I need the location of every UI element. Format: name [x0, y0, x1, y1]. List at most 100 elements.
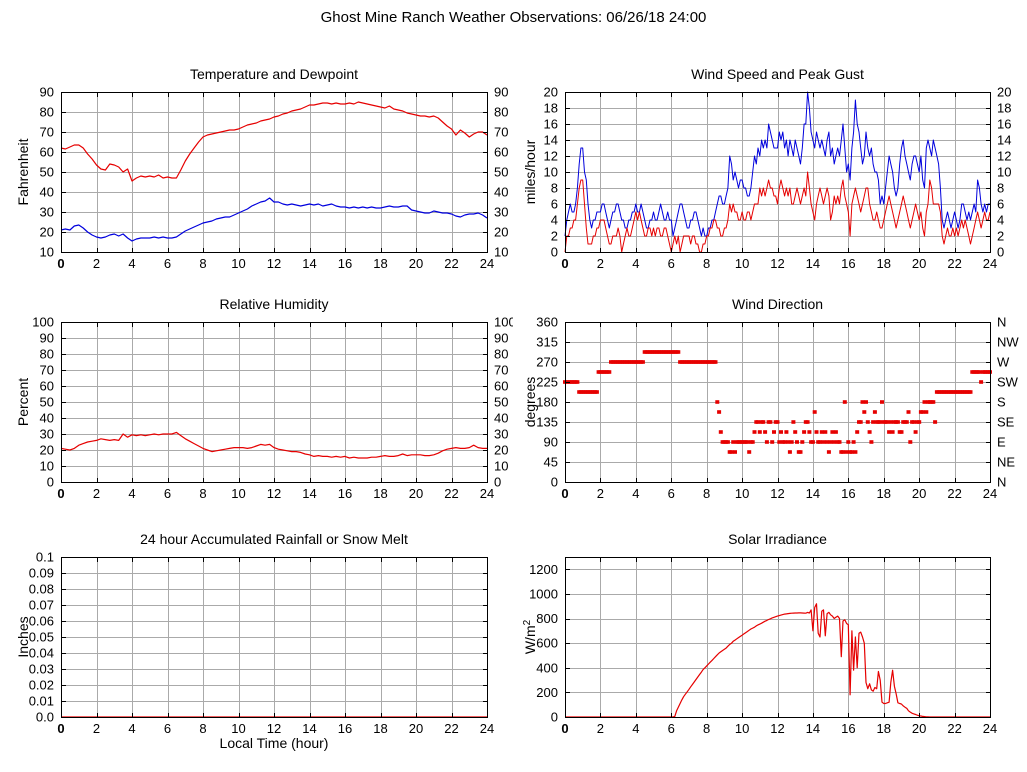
svg-text:14: 14: [302, 486, 316, 501]
svg-text:400: 400: [536, 660, 558, 675]
chart-title: Solar Irradiance: [728, 531, 827, 547]
svg-text:4: 4: [997, 213, 1004, 228]
svg-text:22: 22: [444, 721, 458, 736]
svg-text:100: 100: [494, 315, 513, 330]
relative-humidity-line: [60, 431, 487, 459]
svg-text:SW: SW: [997, 375, 1019, 390]
svg-text:16: 16: [544, 117, 558, 132]
svg-text:6: 6: [668, 256, 675, 271]
svg-text:40: 40: [40, 185, 54, 200]
x-axis-label: Local Time (hour): [220, 735, 329, 751]
svg-text:16: 16: [338, 486, 352, 501]
svg-text:50: 50: [40, 165, 54, 180]
svg-text:24: 24: [480, 486, 494, 501]
svg-text:8: 8: [199, 721, 206, 736]
svg-text:22: 22: [947, 256, 961, 271]
svg-text:800: 800: [536, 611, 558, 626]
svg-text:18: 18: [373, 256, 387, 271]
svg-text:SE: SE: [997, 415, 1015, 430]
svg-text:0.04: 0.04: [29, 646, 54, 661]
grid-lines: [61, 322, 488, 483]
svg-text:8: 8: [997, 181, 1004, 196]
svg-text:20: 20: [409, 486, 423, 501]
svg-text:8: 8: [703, 256, 710, 271]
svg-text:20: 20: [912, 486, 926, 501]
dewpoint-line: [60, 197, 488, 242]
y-axis-label: degrees: [522, 377, 538, 428]
temperature-dewpoint-chart: 10 10 20 20 30 30 40 40 50 50 60 60 70 70 80 80 90 90 0 2 4 6…: [0, 60, 513, 277]
rainfall-canvas: 0.00.010.020.030.040.050.060.070.080.090…: [15, 531, 494, 751]
svg-text:4: 4: [632, 721, 639, 736]
relative-humidity-chart: 0 0 10 10 20 20 30 30 40 40 50 50 60 60 70 70 80 80 90 90 10…: [0, 290, 516, 507]
svg-text:W: W: [997, 355, 1010, 370]
svg-text:16: 16: [841, 486, 855, 501]
svg-text:N: N: [997, 315, 1006, 330]
svg-text:8: 8: [199, 256, 206, 271]
svg-text:24: 24: [480, 256, 494, 271]
svg-text:70: 70: [494, 363, 508, 378]
svg-text:16: 16: [841, 721, 855, 736]
svg-text:14: 14: [806, 486, 820, 501]
svg-text:60: 60: [40, 379, 54, 394]
svg-text:10: 10: [494, 459, 508, 474]
svg-text:18: 18: [373, 486, 387, 501]
svg-text:0: 0: [57, 721, 64, 736]
svg-text:80: 80: [494, 105, 508, 120]
svg-text:30: 30: [494, 427, 508, 442]
svg-text:18: 18: [877, 256, 891, 271]
svg-text:270: 270: [536, 355, 558, 370]
svg-text:0: 0: [561, 486, 568, 501]
svg-text:10: 10: [544, 165, 558, 180]
svg-text:10: 10: [231, 486, 245, 501]
svg-text:200: 200: [536, 685, 558, 700]
chart-title: Relative Humidity: [220, 296, 329, 312]
svg-text:20: 20: [912, 256, 926, 271]
svg-text:18: 18: [877, 486, 891, 501]
svg-text:6: 6: [551, 197, 558, 212]
plot-border: [565, 557, 991, 718]
wind-direction-chart: 0 N 45 NE 90 E 135 SE 180 S 225 SW 270 W 315 NW 360 N 0 2 4 6…: [505, 290, 1027, 507]
svg-text:20: 20: [409, 256, 423, 271]
svg-text:14: 14: [806, 256, 820, 271]
svg-text:12: 12: [544, 149, 558, 164]
svg-text:2: 2: [997, 229, 1004, 244]
plot-border: [61, 557, 488, 718]
svg-text:135: 135: [536, 415, 558, 430]
svg-text:20: 20: [409, 721, 423, 736]
svg-text:0.09: 0.09: [29, 566, 54, 581]
svg-text:20: 20: [40, 225, 54, 240]
grid-lines: [565, 557, 991, 718]
wind-speed-line: [564, 171, 991, 253]
tick-marks: [565, 92, 991, 253]
page-title: Ghost Mine Ranch Weather Observations: 0…: [320, 9, 707, 26]
y-axis-label: W/m2: [522, 619, 538, 654]
svg-text:2: 2: [551, 229, 558, 244]
svg-text:16: 16: [338, 256, 352, 271]
svg-text:NW: NW: [997, 335, 1019, 350]
svg-text:10: 10: [231, 721, 245, 736]
svg-text:12: 12: [267, 256, 281, 271]
y-axis-label: miles/hour: [522, 139, 538, 204]
svg-text:225: 225: [536, 375, 558, 390]
wind-speed-gust-chart: 0 0 2 2 4 4 6 6 8 8 10 10 12 12 14 14 16 16 18 18 20 20 0 2 4 6 8 1…: [505, 60, 1027, 277]
svg-text:90: 90: [494, 331, 508, 346]
y-axis-label: Fahrenheit: [15, 138, 31, 205]
svg-text:14: 14: [302, 721, 316, 736]
svg-text:30: 30: [494, 205, 508, 220]
svg-text:90: 90: [544, 435, 558, 450]
solar-irradiance-line: [565, 603, 990, 718]
svg-text:0: 0: [551, 475, 558, 490]
grid-lines: [565, 92, 991, 253]
svg-text:0: 0: [561, 256, 568, 271]
svg-text:0: 0: [57, 486, 64, 501]
svg-text:20: 20: [997, 85, 1011, 100]
rainfall-chart: 0.0 0.01 0.02 0.03 0.04 0.05 0.06 0.07 0.08 0.09 0…: [0, 525, 513, 772]
